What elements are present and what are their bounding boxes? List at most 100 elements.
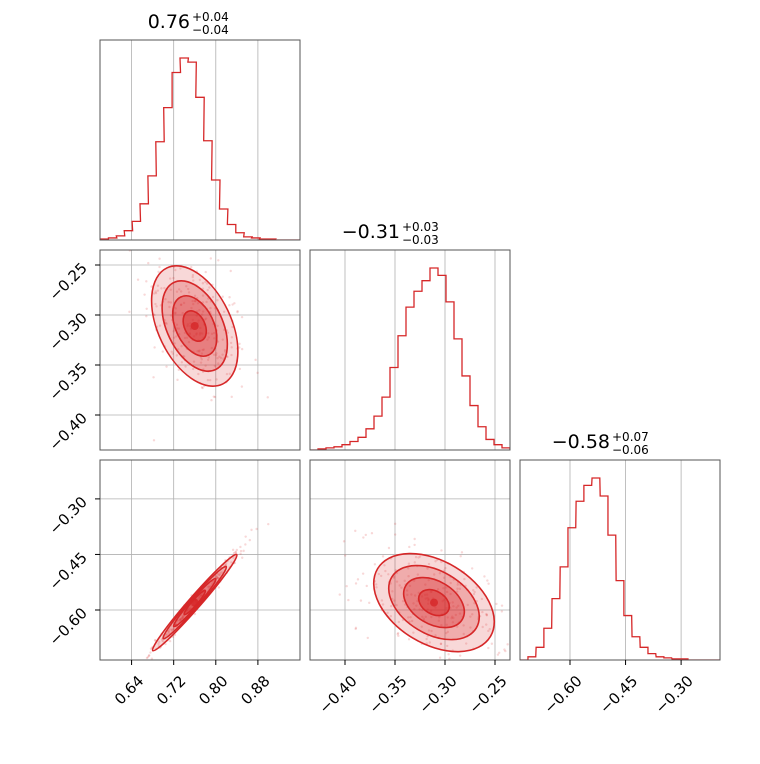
sample-point: [410, 619, 414, 623]
sample-point: [200, 386, 204, 389]
sample-point: [158, 640, 161, 644]
sample-point: [230, 353, 233, 357]
sample-point: [146, 655, 150, 659]
sample-point: [486, 579, 489, 582]
sample-point: [144, 661, 146, 663]
sample-point: [451, 601, 454, 604]
title-plus-2: +0.07: [612, 430, 649, 444]
sample-point: [458, 587, 462, 591]
histogram-0: [100, 57, 300, 240]
sample-point: [239, 552, 242, 556]
sample-point: [175, 327, 179, 330]
sample-point: [207, 336, 210, 339]
sample-point: [168, 277, 172, 280]
sample-point: [198, 596, 201, 600]
sample-point: [224, 563, 227, 567]
sample-point: [154, 291, 158, 295]
sample-point: [421, 615, 424, 618]
sample-point: [180, 361, 184, 364]
sample-point: [182, 355, 186, 358]
sample-point: [164, 297, 167, 301]
y-tick-label: −0.40: [46, 409, 91, 454]
sample-point: [183, 336, 187, 340]
sample-point: [205, 282, 209, 285]
sample-point: [239, 549, 243, 553]
sample-point: [417, 591, 420, 594]
sample-point: [216, 357, 219, 360]
sample-point: [267, 522, 270, 526]
sample-point: [176, 378, 179, 382]
density-peak: [190, 598, 199, 607]
sample-point: [213, 337, 216, 340]
panel-frame: [309, 249, 511, 451]
sample-point: [396, 631, 400, 635]
sample-point: [413, 561, 416, 564]
sample-point: [201, 310, 205, 313]
sample-point: [197, 319, 200, 322]
sample-point: [427, 562, 431, 566]
sample-point: [170, 628, 173, 632]
sample-point: [218, 355, 221, 358]
y-tick-label: −0.30: [46, 493, 91, 538]
sample-point: [231, 548, 235, 552]
sample-point: [187, 340, 191, 344]
sample-point: [483, 575, 486, 578]
sample-point: [138, 666, 140, 668]
sample-point: [441, 600, 444, 603]
sample-point: [354, 529, 357, 533]
sample-point: [500, 604, 504, 607]
sample-point: [175, 354, 179, 357]
sample-point: [200, 358, 204, 361]
sample-point: [152, 376, 155, 379]
sample-point: [217, 259, 220, 262]
sample-point: [179, 619, 182, 622]
sample-point: [393, 599, 396, 602]
sample-point: [217, 586, 221, 589]
sample-point: [145, 280, 148, 283]
sample-point: [234, 550, 238, 554]
sample-point: [157, 270, 160, 274]
sample-point: [485, 612, 488, 616]
sample-point: [413, 543, 416, 547]
sample-point: [235, 548, 239, 552]
sample-point: [365, 584, 368, 588]
sample-point: [220, 571, 223, 574]
sample-point: [153, 346, 156, 349]
sample-point: [465, 642, 468, 645]
sample-point: [185, 336, 189, 339]
sample-point: [456, 583, 459, 586]
sample-point: [449, 592, 452, 596]
sample-point: [445, 606, 448, 610]
sample-point: [430, 615, 433, 619]
sample-point: [198, 333, 202, 336]
sample-point: [198, 350, 201, 353]
sample-point: [500, 610, 504, 613]
sample-point: [161, 639, 164, 642]
sample-point: [473, 665, 475, 667]
sample-point: [412, 602, 415, 605]
sample-point: [161, 350, 164, 353]
sample-point: [448, 657, 451, 660]
sample-point: [504, 649, 507, 653]
sample-point: [433, 573, 436, 576]
sample-point: [206, 338, 209, 341]
sample-point: [181, 311, 184, 315]
sample-point: [442, 587, 445, 590]
sample-point: [231, 303, 234, 306]
sample-point: [459, 554, 462, 558]
sample-point: [216, 576, 220, 580]
sample-point: [158, 324, 162, 327]
sample-point: [194, 300, 197, 303]
y-tick-label: −0.45: [46, 549, 91, 594]
sample-point: [230, 336, 234, 339]
sample-point: [192, 279, 195, 282]
sample-point: [446, 630, 450, 634]
sample-point: [436, 588, 440, 591]
sample-point: [430, 590, 433, 593]
sample-point: [179, 290, 183, 293]
sample-point: [361, 572, 365, 575]
sample-point: [391, 590, 394, 593]
sample-point: [175, 335, 178, 338]
sample-point: [454, 613, 458, 617]
sample-point: [217, 576, 220, 580]
